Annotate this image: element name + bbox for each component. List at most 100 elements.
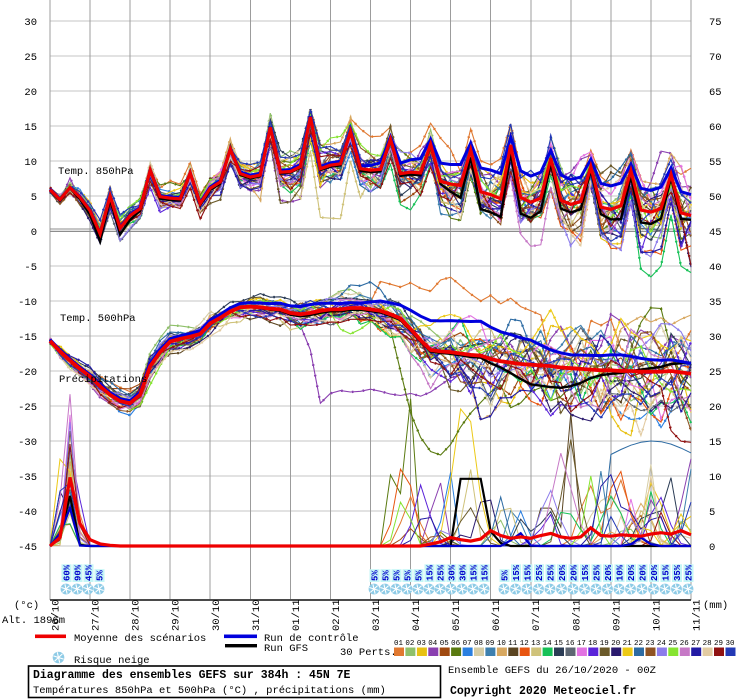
svg-text:25%: 25% xyxy=(593,564,603,581)
svg-text:65: 65 xyxy=(709,87,722,99)
svg-text:60: 60 xyxy=(709,122,722,134)
svg-text:Alt. 1896m: Alt. 1896m xyxy=(2,615,65,627)
svg-text:-30: -30 xyxy=(18,437,37,449)
svg-text:25%: 25% xyxy=(685,564,695,581)
svg-text:10: 10 xyxy=(24,157,37,169)
svg-text:10: 10 xyxy=(709,472,722,484)
svg-text:18: 18 xyxy=(588,640,597,648)
svg-text:26/10: 26/10 xyxy=(51,599,63,631)
svg-text:15%: 15% xyxy=(426,564,436,581)
svg-text:29: 29 xyxy=(714,640,723,648)
svg-text:20%: 20% xyxy=(570,564,580,581)
svg-text:60%: 60% xyxy=(63,564,73,581)
svg-text:-25: -25 xyxy=(18,402,37,414)
svg-text:20%: 20% xyxy=(639,564,649,581)
svg-text:5%: 5% xyxy=(393,570,403,581)
svg-text:-40: -40 xyxy=(18,507,37,519)
svg-text:20%: 20% xyxy=(558,564,568,581)
svg-text:-45: -45 xyxy=(18,542,37,554)
svg-text:35%: 35% xyxy=(673,564,683,581)
svg-text:30/10: 30/10 xyxy=(211,599,223,631)
svg-text:09/11: 09/11 xyxy=(611,599,623,631)
svg-text:30 Perts.: 30 Perts. xyxy=(340,647,397,659)
svg-text:30: 30 xyxy=(726,640,736,648)
svg-text:(mm): (mm) xyxy=(703,600,728,612)
svg-text:15: 15 xyxy=(24,122,37,134)
svg-text:06/11: 06/11 xyxy=(491,599,503,631)
svg-text:04: 04 xyxy=(428,640,438,648)
svg-text:Copyright 2020 Meteociel.fr: Copyright 2020 Meteociel.fr xyxy=(450,685,636,698)
svg-text:15: 15 xyxy=(709,437,722,449)
svg-text:02/11: 02/11 xyxy=(331,599,343,631)
svg-text:30: 30 xyxy=(709,332,722,344)
svg-text:5%: 5% xyxy=(96,570,106,581)
svg-text:11/11: 11/11 xyxy=(692,599,704,631)
svg-text:28: 28 xyxy=(703,640,712,648)
svg-text:5%: 5% xyxy=(371,570,381,581)
svg-text:06: 06 xyxy=(451,640,461,648)
svg-text:27/10: 27/10 xyxy=(91,599,103,631)
svg-text:15%: 15% xyxy=(581,564,591,581)
svg-text:25: 25 xyxy=(668,640,678,648)
svg-text:25%: 25% xyxy=(535,564,545,581)
svg-text:Run GFS: Run GFS xyxy=(264,643,308,655)
svg-text:07/11: 07/11 xyxy=(531,599,543,631)
svg-text:10/11: 10/11 xyxy=(651,599,663,631)
svg-text:04/11: 04/11 xyxy=(411,599,423,631)
svg-text:35: 35 xyxy=(709,297,722,309)
svg-text:15%: 15% xyxy=(481,564,491,581)
svg-text:Risque neige: Risque neige xyxy=(74,655,150,667)
svg-text:Précipitations: Précipitations xyxy=(59,374,147,386)
svg-text:5: 5 xyxy=(31,192,37,204)
svg-text:31/10: 31/10 xyxy=(251,599,263,631)
svg-text:Diagramme des ensembles GEFS s: Diagramme des ensembles GEFS sur 384h : … xyxy=(33,669,351,682)
svg-text:20: 20 xyxy=(611,640,621,648)
svg-text:01: 01 xyxy=(394,640,404,648)
svg-text:5%: 5% xyxy=(404,570,414,581)
svg-text:30: 30 xyxy=(24,17,37,29)
svg-text:55: 55 xyxy=(709,157,722,169)
svg-text:10: 10 xyxy=(497,640,507,648)
svg-text:12: 12 xyxy=(520,640,529,648)
svg-text:25: 25 xyxy=(24,52,37,64)
svg-text:15%: 15% xyxy=(512,564,522,581)
svg-text:14: 14 xyxy=(543,640,553,648)
svg-text:15%: 15% xyxy=(662,564,672,581)
svg-text:05/11: 05/11 xyxy=(451,599,463,631)
svg-text:-5: -5 xyxy=(24,262,37,274)
svg-text:20%: 20% xyxy=(604,564,614,581)
svg-text:Ensemble GEFS du 26/10/2020 -: Ensemble GEFS du 26/10/2020 - 00Z xyxy=(448,665,656,677)
svg-text:Temp. 500hPa: Temp. 500hPa xyxy=(60,313,136,325)
svg-text:30%: 30% xyxy=(459,564,469,581)
svg-text:-35: -35 xyxy=(18,472,37,484)
svg-text:09: 09 xyxy=(485,640,494,648)
svg-text:30%: 30% xyxy=(448,564,458,581)
svg-text:45: 45 xyxy=(709,227,722,239)
svg-text:(°c): (°c) xyxy=(14,600,39,612)
svg-text:16: 16 xyxy=(566,640,576,648)
svg-text:5: 5 xyxy=(709,507,715,519)
svg-text:24: 24 xyxy=(657,640,667,648)
svg-text:26: 26 xyxy=(680,640,690,648)
svg-text:15%: 15% xyxy=(524,564,534,581)
svg-text:17: 17 xyxy=(577,640,586,648)
svg-text:23: 23 xyxy=(646,640,656,648)
svg-text:75: 75 xyxy=(709,17,722,29)
svg-text:25: 25 xyxy=(709,367,722,379)
svg-text:20: 20 xyxy=(24,87,37,99)
svg-text:08/11: 08/11 xyxy=(571,599,583,631)
svg-text:-10: -10 xyxy=(18,297,37,309)
svg-text:20%: 20% xyxy=(650,564,660,581)
svg-text:21: 21 xyxy=(623,640,633,648)
svg-text:25%: 25% xyxy=(547,564,557,581)
svg-text:0: 0 xyxy=(31,227,37,239)
svg-text:Temp. 850hPa: Temp. 850hPa xyxy=(58,166,134,178)
svg-text:29/10: 29/10 xyxy=(171,599,183,631)
svg-text:15: 15 xyxy=(554,640,564,648)
svg-text:20%: 20% xyxy=(627,564,637,581)
svg-text:5%: 5% xyxy=(415,570,425,581)
svg-text:05: 05 xyxy=(440,640,450,648)
svg-text:50: 50 xyxy=(709,192,722,204)
svg-text:-15: -15 xyxy=(18,332,37,344)
svg-text:11: 11 xyxy=(508,640,518,648)
